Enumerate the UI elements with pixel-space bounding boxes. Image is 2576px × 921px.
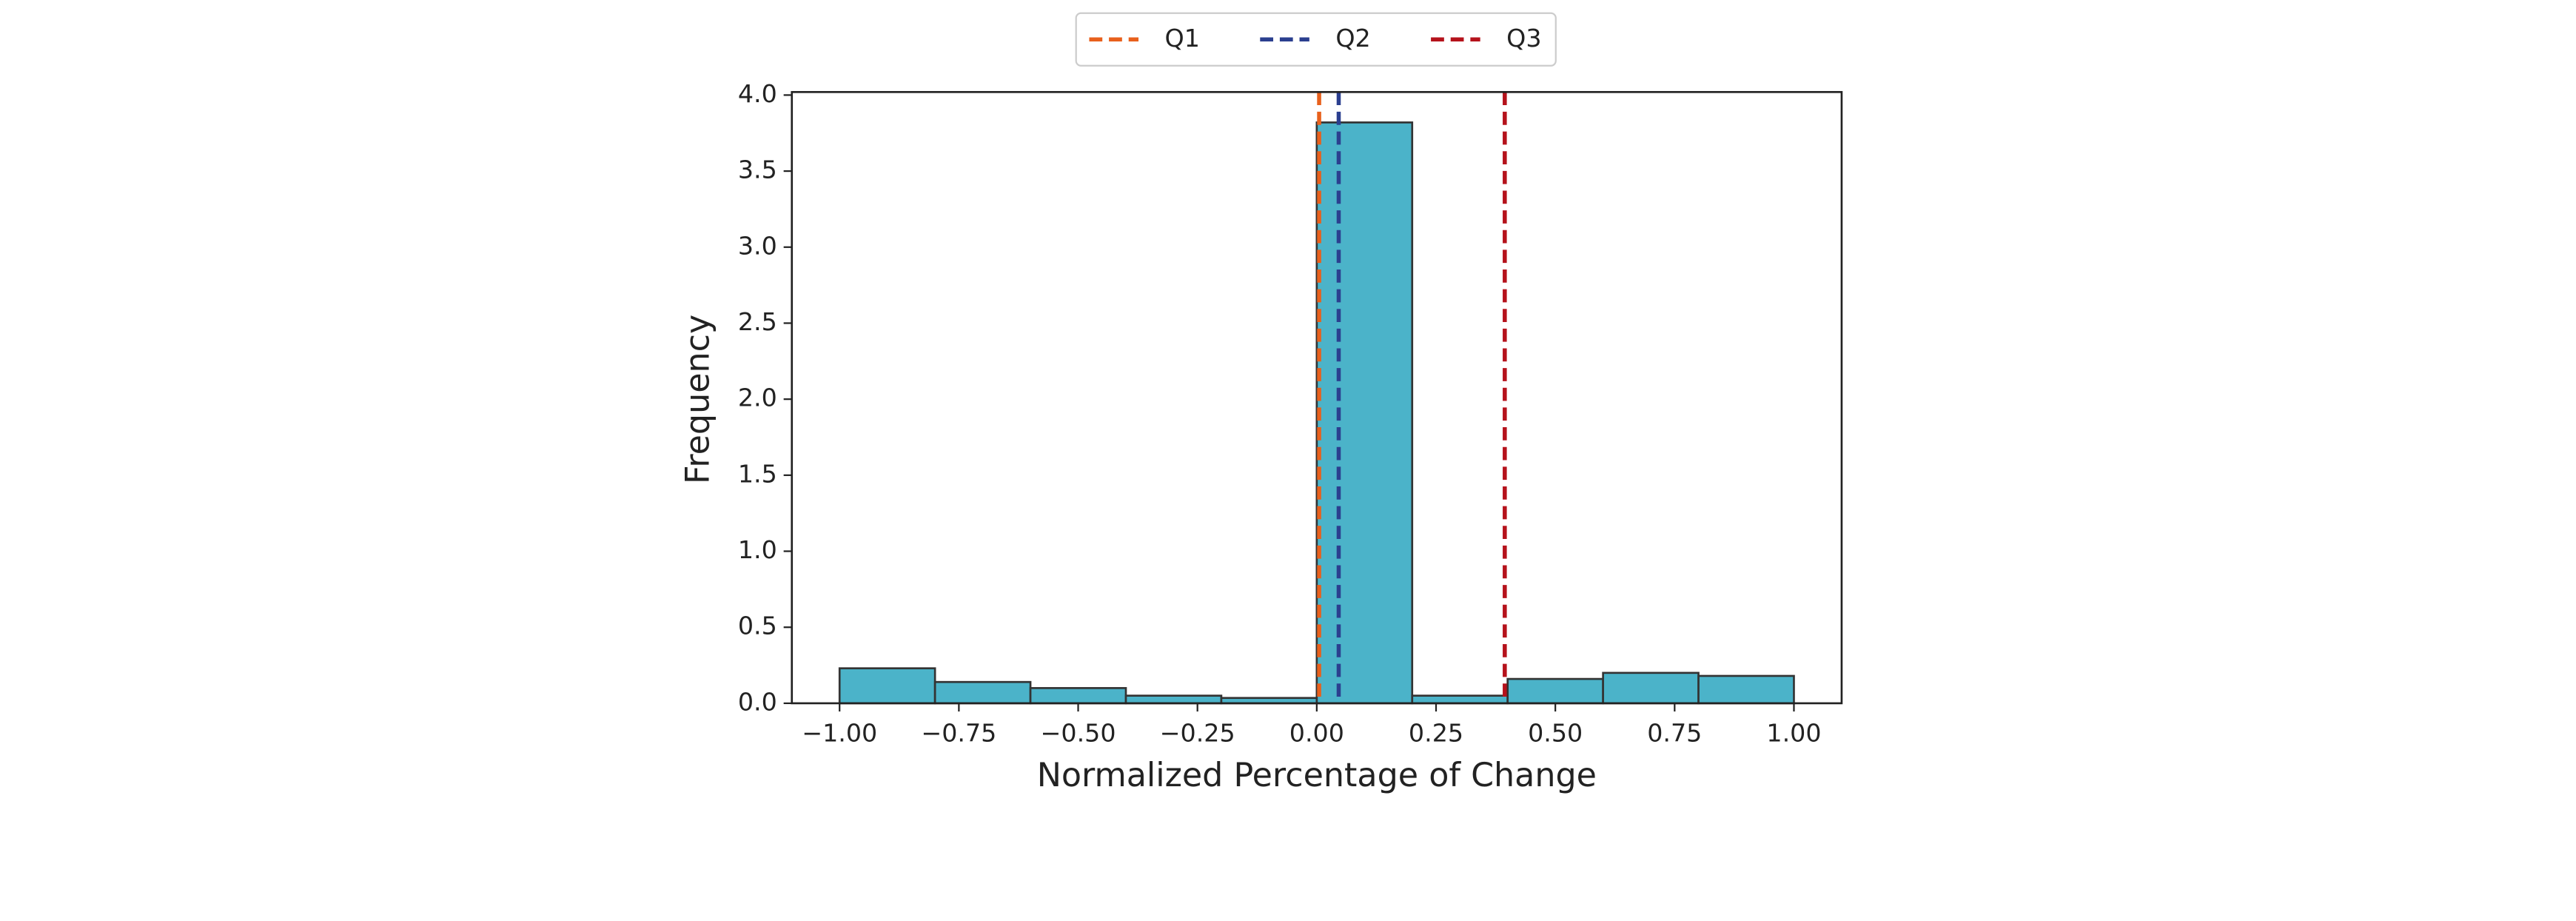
bar (1315, 121, 1414, 705)
x-tick-label: −1.00 (802, 719, 877, 748)
bar (1124, 694, 1223, 705)
y-tick-label: 2.0 (738, 384, 777, 412)
bar (1697, 674, 1795, 705)
y-tick-label: 4.0 (738, 79, 777, 108)
y-tick-label: 0.5 (738, 612, 777, 640)
bar (1602, 672, 1700, 705)
y-tick-label: 3.5 (738, 155, 777, 184)
legend-label: Q2 (1335, 24, 1370, 53)
x-tick-label: −0.75 (921, 719, 996, 748)
axes-frame (791, 90, 1843, 705)
legend-label: Q3 (1506, 24, 1541, 53)
x-tick-label: −0.25 (1160, 719, 1235, 748)
y-tick-label: 1.5 (738, 459, 777, 488)
bar (1029, 687, 1127, 705)
y-tick-label: 3.0 (738, 231, 777, 260)
bar (933, 680, 1032, 705)
bar (838, 667, 936, 705)
bar (1506, 677, 1604, 705)
y-axis-label: Frequency (679, 315, 717, 484)
bar (1411, 694, 1509, 705)
x-tick-label: 1.00 (1766, 719, 1821, 748)
y-tick-label: 2.5 (738, 307, 777, 336)
legend-box (1075, 12, 1557, 67)
y-tick-label: 1.0 (738, 535, 777, 564)
x-axis-label: Normalized Percentage of Change (1037, 757, 1597, 794)
x-tick-label: −0.50 (1041, 719, 1116, 748)
x-tick-label: 0.25 (1409, 719, 1463, 748)
x-tick-label: 0.50 (1528, 719, 1583, 748)
x-tick-label: 0.00 (1289, 719, 1344, 748)
x-tick-label: 0.75 (1647, 719, 1702, 748)
legend-label: Q1 (1165, 24, 1200, 53)
y-tick-label: 0.0 (738, 687, 777, 716)
